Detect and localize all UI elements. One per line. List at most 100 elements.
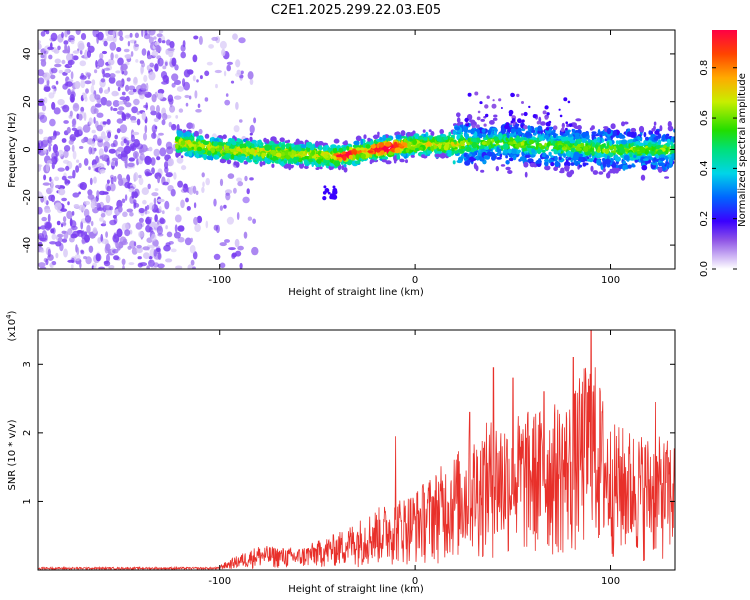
spectrogram-cell — [254, 157, 261, 161]
spectrogram-cell — [448, 131, 452, 137]
spectrogram-cell — [558, 149, 561, 154]
spectrogram-cell — [439, 129, 445, 135]
spectrogram-cell — [631, 164, 636, 168]
noise-speckle — [90, 84, 95, 94]
noise-speckle — [219, 40, 227, 50]
noise-speckle — [219, 242, 227, 247]
noise-speckle — [74, 81, 81, 89]
spectrogram-cell — [567, 157, 572, 161]
noise-speckle — [193, 202, 197, 209]
spectrogram-cell — [508, 141, 514, 145]
noise-speckle — [75, 244, 78, 253]
colorbar-tick-label: 0.0 — [699, 261, 710, 277]
noise-speckle — [226, 216, 234, 225]
noise-speckle — [133, 241, 137, 246]
spectrogram-cell — [505, 122, 510, 126]
spectrogram-cell — [558, 144, 563, 149]
noise-speckle — [187, 264, 194, 269]
spectrogram-cell — [469, 119, 476, 123]
spectrogram-cell — [595, 144, 598, 150]
noise-speckle — [102, 191, 109, 195]
spectrogram-cell — [276, 147, 282, 151]
noise-speckle — [58, 188, 66, 196]
noise-speckle — [71, 127, 78, 131]
spectrogram-cell — [498, 98, 502, 102]
spectrogram-cell — [548, 151, 552, 156]
noise-speckle — [140, 67, 144, 75]
noise-speckle — [178, 108, 184, 113]
spectrogram-cell — [377, 131, 380, 136]
noise-speckle — [136, 111, 140, 115]
spectrogram-cell — [502, 143, 509, 150]
spectrogram-cell — [590, 165, 594, 172]
spectrogram-cell — [507, 127, 512, 133]
noise-speckle — [100, 213, 106, 218]
noise-speckle — [110, 106, 113, 111]
noise-speckle — [157, 220, 160, 225]
noise-speckle — [63, 149, 69, 159]
spectrogram-cell — [332, 193, 336, 196]
noise-speckle — [192, 185, 197, 194]
spectrogram-cell — [330, 155, 337, 160]
spectrogram-cell — [563, 136, 569, 141]
noise-speckle — [117, 146, 124, 152]
spectrogram-cell — [180, 140, 186, 146]
spectrogram-cell — [430, 131, 435, 137]
noise-speckle — [165, 258, 173, 263]
spectrogram-cell — [322, 191, 327, 195]
spectrogram-cell — [559, 114, 563, 118]
noise-speckle — [169, 105, 176, 113]
spectrogram-cell — [643, 131, 647, 138]
spectrogram-cell — [303, 159, 308, 164]
noise-speckle — [153, 148, 160, 157]
noise-speckle — [224, 99, 231, 106]
noise-speckle — [124, 194, 128, 201]
spectrogram-cell — [471, 124, 476, 129]
spectrogram-cell — [239, 143, 246, 147]
spectrogram-cell — [437, 151, 442, 154]
noise-speckle — [133, 202, 137, 209]
spectrogram-cell — [329, 195, 334, 200]
noise-speckle — [117, 57, 124, 66]
noise-speckle — [123, 48, 130, 53]
spectrogram-cell — [450, 141, 454, 145]
noise-speckle — [88, 166, 91, 171]
noise-speckle — [214, 69, 222, 74]
spectrogram-cell — [523, 161, 529, 168]
spectrogram-cell — [263, 137, 267, 143]
noise-speckle — [76, 159, 80, 163]
noise-speckle — [64, 82, 69, 86]
noise-speckle — [167, 185, 174, 192]
noise-speckle — [154, 125, 158, 130]
spectrogram-cell — [339, 159, 343, 162]
noise-speckle — [198, 128, 203, 135]
spectrogram-cell — [524, 150, 527, 154]
spectrogram-cell — [510, 128, 515, 134]
spectrogram-y-tick-label: 0 — [22, 146, 33, 152]
noise-speckle — [83, 200, 91, 206]
noise-speckle — [170, 248, 177, 253]
noise-speckle — [129, 229, 133, 235]
noise-speckle — [195, 109, 202, 113]
spectrogram-cell — [512, 154, 517, 161]
spectrogram-cell — [540, 146, 545, 150]
spectrogram-cell — [563, 153, 566, 158]
noise-speckle — [99, 52, 104, 60]
noise-speckle — [205, 220, 209, 229]
spectrogram-cell — [243, 160, 248, 165]
noise-speckle — [103, 89, 110, 94]
noise-speckle — [106, 253, 110, 263]
spectrogram-cell — [477, 110, 481, 114]
noise-speckle — [154, 188, 159, 192]
noise-speckle — [180, 199, 185, 209]
noise-speckle — [142, 246, 150, 251]
noise-speckle — [51, 162, 55, 170]
noise-speckle — [146, 237, 153, 243]
spectrogram-cell — [355, 147, 361, 151]
spectrogram-cell — [399, 159, 405, 163]
spectrogram-cell — [521, 101, 524, 104]
spectrogram-cell — [630, 142, 634, 147]
spectrogram-y-tick-label: 40 — [22, 48, 33, 61]
snr-x-tick-label: 100 — [601, 576, 620, 587]
